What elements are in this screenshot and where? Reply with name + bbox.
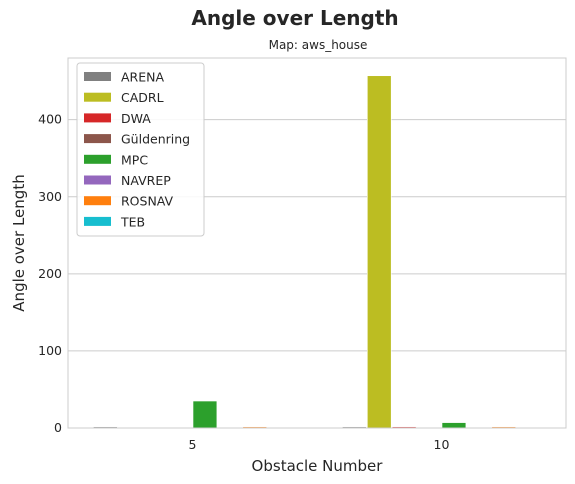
legend-frame: [76, 62, 205, 237]
legend-label: ARENA: [121, 70, 164, 85]
legend-swatch: [84, 113, 111, 123]
legend-swatch: [84, 216, 111, 226]
bar-mpc-10: [441, 422, 467, 429]
y-tick-label: 200: [38, 266, 62, 281]
legend-label: CADRL: [121, 90, 164, 105]
y-axis-label: Angle over Length: [10, 174, 28, 311]
x-tick-label: 5: [189, 437, 197, 452]
legend-swatch: [84, 72, 111, 81]
legend-swatch: [84, 175, 111, 185]
legend-label: DWA: [121, 111, 151, 126]
y-tick-label: 100: [38, 343, 62, 358]
legend-swatch: [84, 196, 111, 206]
chart-subtitle: Map: aws_house: [269, 38, 368, 52]
legend-label: Güldenring: [121, 132, 190, 147]
chart-title: Angle over Length: [191, 6, 398, 30]
legend-swatch: [84, 92, 111, 102]
plot-area-border: [67, 57, 567, 429]
x-tick-label: 10: [434, 437, 450, 452]
legend-swatch: [84, 154, 111, 164]
legend-label: MPC: [121, 152, 148, 167]
legend-swatch: [84, 134, 111, 144]
y-tick-label: 300: [38, 189, 62, 204]
legend-label: ROSNAV: [121, 194, 174, 209]
legend-label: NAVREP: [121, 173, 171, 188]
bar-cadrl-10: [366, 75, 392, 429]
x-tick-labels: 5 10: [189, 437, 450, 452]
legend: ARENA CADRL DWA Güldenring MPC NAVREP ROSNAV TE…: [76, 62, 205, 237]
y-tick-labels: 0 100 200 300 400: [38, 112, 62, 435]
x-axis-label: Obstacle Number: [252, 457, 384, 475]
y-tick-label: 0: [54, 420, 62, 435]
legend-label: TEB: [120, 214, 145, 229]
y-tick-label: 400: [38, 112, 62, 127]
bar-mpc-5: [192, 400, 218, 429]
